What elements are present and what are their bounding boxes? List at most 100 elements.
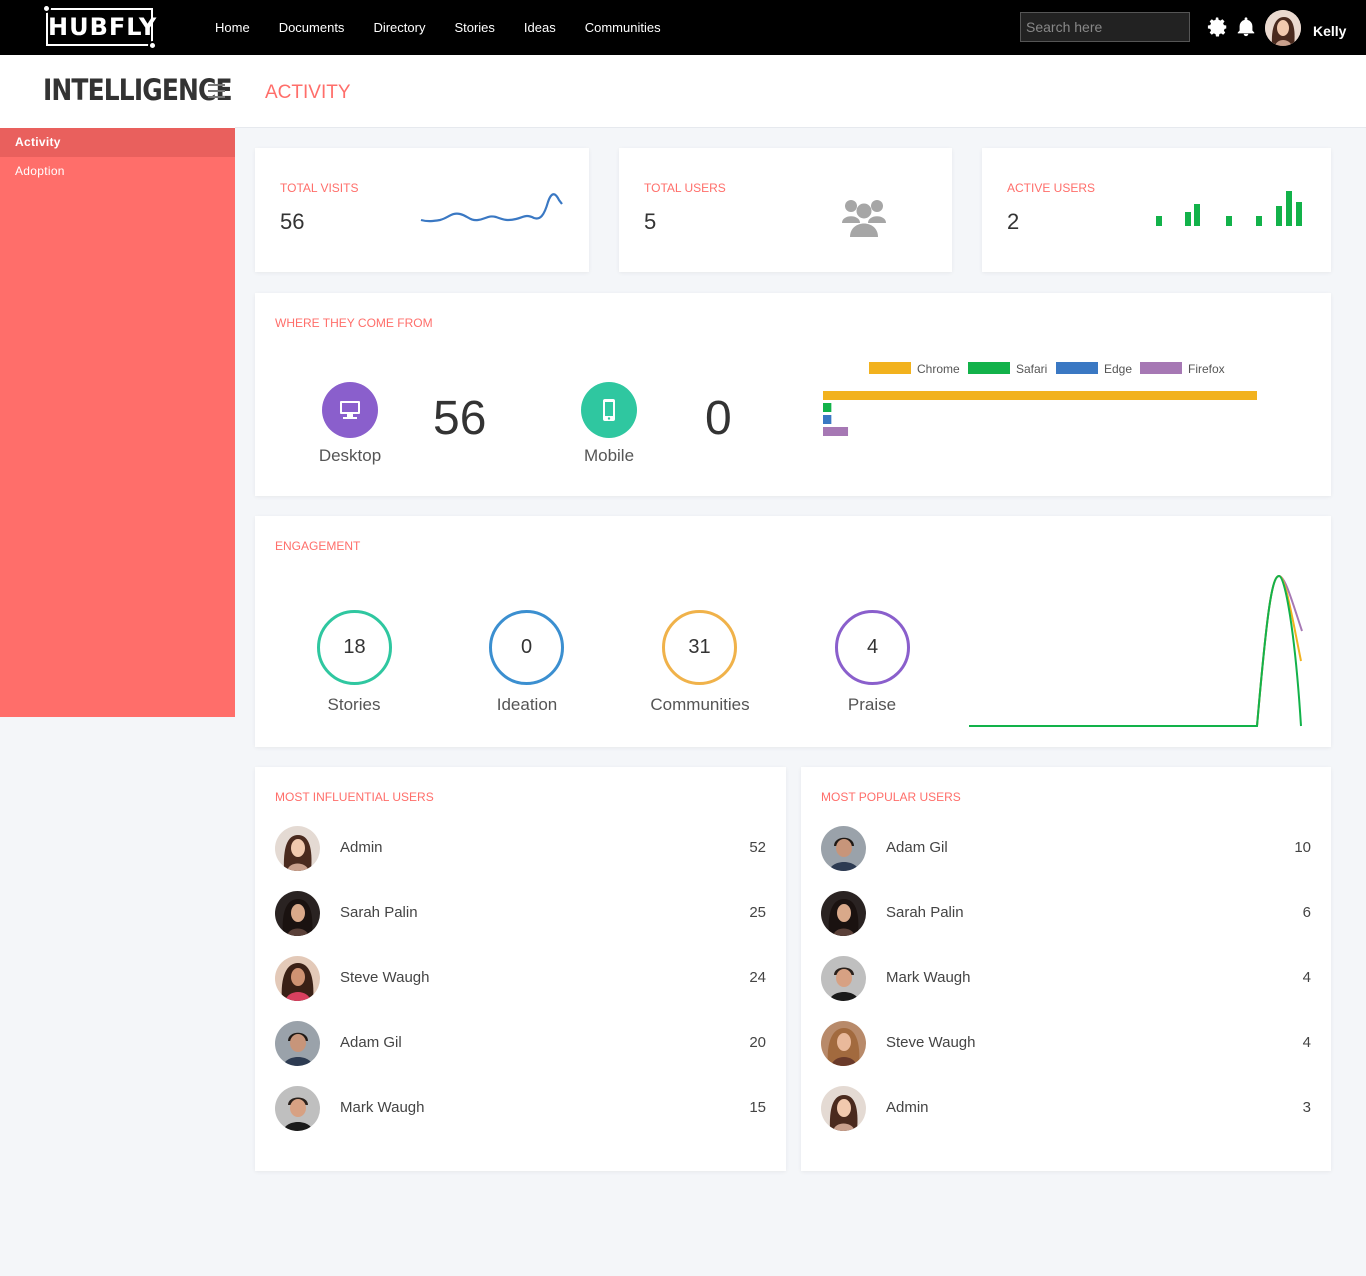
avatar xyxy=(275,956,320,1001)
avatar xyxy=(821,1021,866,1066)
ideation-circle: 0 xyxy=(489,610,564,685)
username-label[interactable]: Kelly xyxy=(1313,23,1347,39)
user-score: 3 xyxy=(1302,1099,1311,1116)
desktop-icon xyxy=(322,382,378,438)
nav-stories[interactable]: Stories xyxy=(454,20,495,35)
gear-icon[interactable] xyxy=(1207,14,1229,40)
avatar xyxy=(821,826,866,871)
engagement-line-chart xyxy=(969,574,1303,727)
nav-directory[interactable]: Directory xyxy=(373,20,426,35)
mobile-icon xyxy=(581,382,637,438)
bar-firefox xyxy=(823,427,849,436)
user-avatar[interactable] xyxy=(1265,10,1301,46)
legend-label-safari: Safari xyxy=(1016,362,1047,376)
user-score: 52 xyxy=(749,839,766,856)
list-item[interactable]: Adam Gil 20 xyxy=(275,1021,766,1066)
avatar xyxy=(275,826,320,871)
avatar xyxy=(275,1086,320,1131)
legend-swatch-safari xyxy=(968,362,1010,374)
nav-documents[interactable]: Documents xyxy=(278,20,345,35)
user-score: 6 xyxy=(1302,904,1311,921)
search-input[interactable] xyxy=(1020,12,1190,42)
bell-icon[interactable] xyxy=(1235,14,1257,40)
total-users-card: TOTAL USERS 5 xyxy=(619,148,952,272)
legend-swatch-chrome xyxy=(869,362,911,374)
communities-label: Communities xyxy=(650,695,750,714)
list-item[interactable]: Sarah Palin 6 xyxy=(821,891,1311,936)
page-title: ACTIVITY xyxy=(265,82,351,103)
nav-home[interactable]: Home xyxy=(215,20,250,35)
legend-label-firefox: Firefox xyxy=(1188,362,1225,376)
user-name: Sarah Palin xyxy=(886,904,964,921)
active-users-value: 2 xyxy=(1007,209,1020,234)
sources-card: WHERE THEY COME FROM Desktop 56 Mobile 0… xyxy=(255,293,1331,496)
nav-ideas[interactable]: Ideas xyxy=(523,20,556,35)
influential-users-label: MOST INFLUENTIAL USERS xyxy=(275,790,434,804)
avatar xyxy=(275,891,320,936)
desktop-value: 56 xyxy=(433,392,487,445)
stories-label: Stories xyxy=(327,695,381,714)
list-item[interactable]: Sarah Palin 25 xyxy=(275,891,766,936)
user-name: Mark Waugh xyxy=(340,1099,425,1116)
communities-circle: 31 xyxy=(662,610,737,685)
praise-circle: 4 xyxy=(835,610,910,685)
user-score: 4 xyxy=(1302,1034,1311,1051)
avatar xyxy=(821,1086,866,1131)
avatar xyxy=(821,956,866,1001)
sidebar-header: INTELLIGENCE xyxy=(0,55,235,128)
user-score: 15 xyxy=(749,1099,766,1116)
legend-label-chrome: Chrome xyxy=(917,362,960,376)
bar-chrome xyxy=(823,391,1257,400)
list-item[interactable]: Adam Gil 10 xyxy=(821,826,1311,871)
user-score: 4 xyxy=(1302,969,1311,986)
hubfly-logo[interactable]: HUBFLY xyxy=(42,4,157,50)
user-name: Steve Waugh xyxy=(886,1034,976,1051)
legend-swatch-edge xyxy=(1056,362,1098,374)
legend-label-edge: Edge xyxy=(1104,362,1132,376)
active-users-card: ACTIVE USERS 2 xyxy=(982,148,1331,272)
sidebar-item-activity[interactable]: Activity xyxy=(0,128,235,157)
sources-label: WHERE THEY COME FROM xyxy=(275,316,433,330)
user-name: Admin xyxy=(886,1099,929,1116)
top-navbar: HUBFLY Home Documents Directory Stories … xyxy=(0,0,1366,55)
page-header: ACTIVITY xyxy=(235,55,1366,128)
browser-bar-chart: Chrome Safari Edge Firefox xyxy=(823,362,1257,436)
nav-communities[interactable]: Communities xyxy=(584,20,661,35)
active-users-label: ACTIVE USERS xyxy=(1007,181,1096,195)
total-visits-value: 56 xyxy=(280,209,305,234)
list-item[interactable]: Mark Waugh 4 xyxy=(821,956,1311,1001)
list-item[interactable]: Steve Waugh 24 xyxy=(275,956,766,1001)
users-group-icon xyxy=(842,200,886,237)
influential-users-card: MOST INFLUENTIAL USERS Admin 52 Sarah Pa… xyxy=(255,767,786,1171)
bar-safari xyxy=(823,403,832,412)
avatar xyxy=(821,891,866,936)
user-name: Steve Waugh xyxy=(340,969,430,986)
sidebar: Activity Adoption xyxy=(0,128,235,717)
list-item[interactable]: Admin 3 xyxy=(821,1086,1311,1131)
total-users-value: 5 xyxy=(644,209,657,234)
user-score: 25 xyxy=(749,904,766,921)
user-name: Admin xyxy=(340,839,383,856)
stories-circle: 18 xyxy=(317,610,392,685)
total-visits-label: TOTAL VISITS xyxy=(280,181,359,195)
list-item[interactable]: Mark Waugh 15 xyxy=(275,1086,766,1131)
user-name: Sarah Palin xyxy=(340,904,418,921)
sidebar-title: INTELLIGENCE xyxy=(43,73,233,107)
hamburger-menu-icon[interactable] xyxy=(208,84,225,98)
avatar xyxy=(275,1021,320,1066)
visits-sparkline xyxy=(420,193,563,223)
active-users-bars xyxy=(1156,191,1302,226)
popular-users-label: MOST POPULAR USERS xyxy=(821,790,961,804)
user-name: Adam Gil xyxy=(886,839,948,856)
mobile-value: 0 xyxy=(705,392,732,445)
list-item[interactable]: Steve Waugh 4 xyxy=(821,1021,1311,1066)
user-score: 24 xyxy=(749,969,766,986)
ideation-label: Ideation xyxy=(496,695,558,714)
list-item[interactable]: Admin 52 xyxy=(275,826,766,871)
engagement-label: ENGAGEMENT xyxy=(275,539,361,553)
total-users-label: TOTAL USERS xyxy=(644,181,726,195)
mobile-label: Mobile xyxy=(583,446,635,465)
user-score: 10 xyxy=(1294,839,1311,856)
engagement-card: ENGAGEMENT 18 Stories 0 Ideation 31 Comm… xyxy=(255,516,1331,747)
sidebar-item-adoption[interactable]: Adoption xyxy=(15,164,65,178)
